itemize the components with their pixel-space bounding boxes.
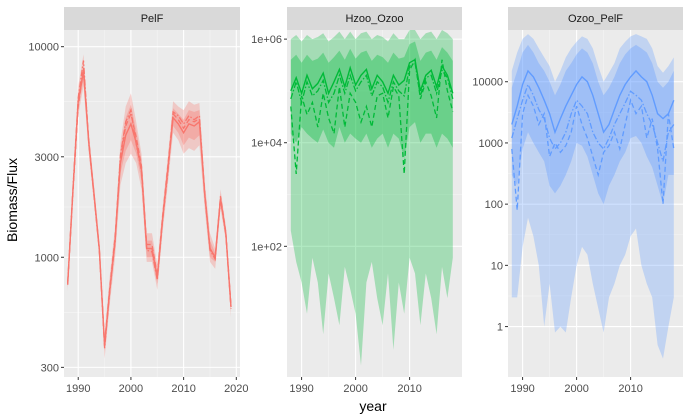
dotdash-series-line <box>290 61 454 105</box>
x-tick-label: 2000 <box>343 383 367 395</box>
x-tick-label: 2010 <box>618 383 642 395</box>
x-tick-label: 1990 <box>66 383 90 395</box>
y-tick-label: 300 <box>41 362 59 374</box>
outer-uncertainty-band <box>67 54 231 359</box>
panels: 300 1000 3000 10000 1990 2000 2010 2020 PelF 1e+0… <box>28 7 683 395</box>
y-tick-label: 1 <box>497 322 503 334</box>
dotdash-series-line <box>511 82 675 162</box>
y-tick-label: 10000 <box>28 42 59 54</box>
y-tick-label: 10000 <box>472 77 503 89</box>
y-tick-label: 1e+04 <box>251 138 282 150</box>
x-tick-label: 2010 <box>397 383 421 395</box>
x-tick-label: 1990 <box>510 383 534 395</box>
facet-title: PelF <box>141 13 164 25</box>
data-layer <box>67 54 232 359</box>
plot-background <box>64 30 240 377</box>
dashed-series-line <box>511 93 675 211</box>
panel-ozoo-pelf: 1 10 100 1000 10000 1990 2000 2010 Ozoo_PelF <box>472 7 683 395</box>
y-tick-label: 10 <box>491 260 503 272</box>
facet-title: Hzoo_Ozoo <box>345 13 403 25</box>
inner-uncertainty-band <box>67 63 231 351</box>
x-axis-label: year <box>359 398 387 414</box>
facet-strip <box>287 7 462 30</box>
x-tick-label: 2010 <box>171 383 195 395</box>
panel-hzoo-ozoo: 1e+02 1e+04 1e+06 1990 2000 2010 Hzoo_Ozoo <box>251 7 462 395</box>
x-tick-label: 2000 <box>119 383 143 395</box>
outer-uncertainty-band <box>290 30 453 366</box>
data-layer <box>290 30 454 366</box>
facet-title: Ozoo_PelF <box>568 13 623 25</box>
y-axis-label: Biomass/Flux <box>4 158 20 242</box>
y-tick-label: 1000 <box>35 252 59 264</box>
x-tick-label: 1990 <box>289 383 313 395</box>
y-tick-label: 1e+02 <box>251 241 282 253</box>
median-series-line <box>511 69 675 135</box>
median-series-line <box>67 71 232 346</box>
facet-strip <box>508 7 683 30</box>
x-tick-label: 2000 <box>564 383 588 395</box>
data-layer <box>511 34 675 359</box>
x-tick-label: 2020 <box>224 383 248 395</box>
panel-pelf: 300 1000 3000 10000 1990 2000 2010 2020 PelF <box>28 7 249 395</box>
y-tick-label: 100 <box>485 199 503 211</box>
y-tick-label: 1000 <box>479 138 503 150</box>
inner-uncertainty-band <box>290 41 453 159</box>
inner-uncertainty-band <box>511 44 674 205</box>
plot-background <box>508 30 683 377</box>
y-tick-label: 1e+06 <box>251 34 282 46</box>
median-series-line <box>290 58 454 96</box>
dashed-series-line <box>290 57 454 174</box>
facet-strip <box>64 7 240 30</box>
y-tick-label: 3000 <box>35 152 59 164</box>
outer-uncertainty-band <box>511 34 674 359</box>
